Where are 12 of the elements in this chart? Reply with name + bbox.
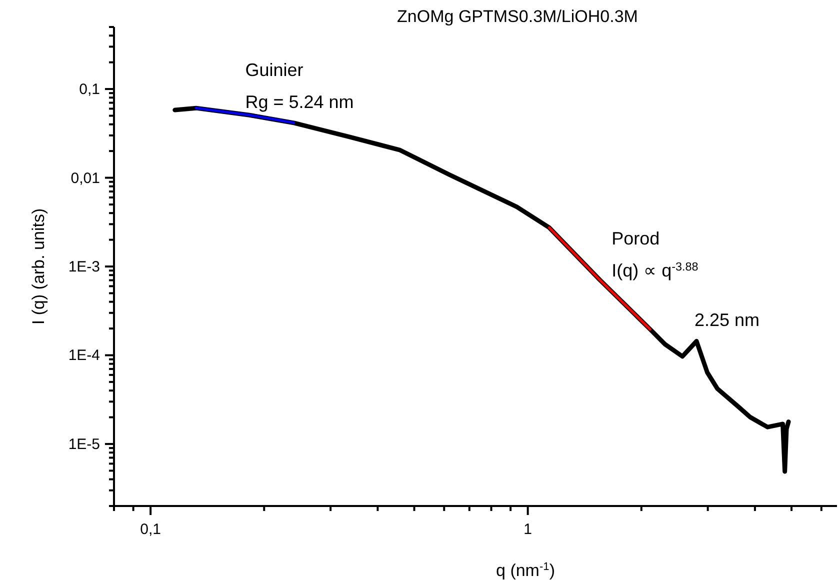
x-axis-title: q (nm$^{-1}$) [496,561,555,580]
x-tick-label: 1 [524,521,532,538]
y-tick-label: 0,01 [70,170,100,187]
y-tick-label: 1E-5 [68,436,100,453]
y-tick-label: 1E-4 [68,347,100,364]
y-tick-label: 1E-3 [68,258,100,276]
annotation: Porod I(q) ∝ q$^{-3.88}$ [612,228,698,281]
y-axis-title: I (q) (arb. units) [29,208,48,325]
annotation: Guinier Rg = 5.24 nm [245,60,354,112]
annotation: 2.25 nm [694,310,760,330]
chart-title: ZnOMg GPTMS0.3M/LiOH0.3M [397,7,638,26]
y-tick-label: 0,1 [79,81,100,98]
